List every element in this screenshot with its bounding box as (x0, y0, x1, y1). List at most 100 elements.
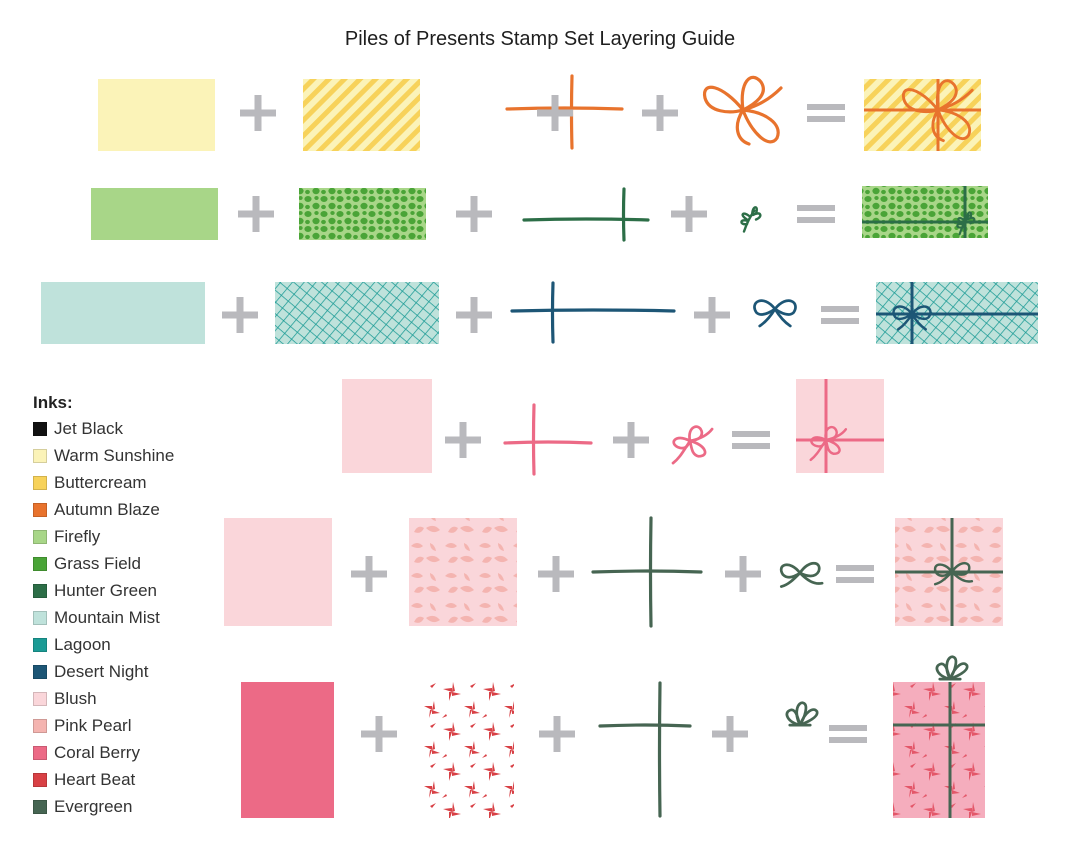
equals-sign (836, 565, 874, 583)
base-stamp (241, 682, 334, 818)
ink-item: Firefly (33, 523, 174, 550)
ink-swatch (33, 421, 47, 436)
pattern-stamp (303, 79, 420, 151)
bow-stamp (892, 305, 932, 331)
finished-present (895, 518, 1003, 626)
ink-name: Buttercream (54, 472, 147, 492)
ribbon-stamp (503, 403, 593, 476)
plus-sign (671, 196, 707, 232)
finished-present (796, 379, 884, 473)
ink-name: Autumn Blaze (54, 499, 160, 519)
ink-name: Evergreen (54, 796, 133, 816)
ink-item: Autumn Blaze (33, 496, 174, 523)
bow-stamp (740, 206, 762, 233)
equals-sign (732, 431, 770, 449)
base-stamp (41, 282, 205, 344)
ribbon-stamp (522, 187, 650, 242)
ink-name: Heart Beat (54, 769, 136, 789)
base-stamp (98, 79, 215, 151)
ink-item: Desert Night (33, 658, 174, 685)
ink-swatch (33, 799, 47, 814)
base-stamp (91, 188, 218, 240)
pattern-stamp (409, 518, 517, 626)
ink-swatch (33, 448, 47, 463)
plus-sign (456, 297, 492, 333)
page-title: Piles of Presents Stamp Set Layering Gui… (344, 28, 736, 50)
ink-swatch (33, 637, 47, 652)
ink-name: Desert Night (54, 661, 149, 681)
base-stamp (224, 518, 332, 626)
plus-sign (642, 95, 678, 131)
ribbon-stamp (510, 281, 676, 344)
ribbon-stamp (598, 681, 692, 818)
ink-item: Coral Berry (33, 739, 174, 766)
plus-sign (240, 95, 276, 131)
ribbon-stamp (591, 516, 703, 628)
ink-item: Grass Field (33, 550, 174, 577)
plus-sign (445, 422, 481, 458)
finished-present (893, 682, 985, 818)
ink-name: Mountain Mist (54, 607, 160, 627)
bow-stamp (753, 299, 797, 328)
ink-name: Grass Field (54, 553, 141, 573)
ink-name: Lagoon (54, 634, 111, 654)
ink-swatch (33, 556, 47, 571)
ink-item: Evergreen (33, 793, 174, 820)
ink-item: Lagoon (33, 631, 174, 658)
finished-present (864, 79, 981, 151)
ink-item: Mountain Mist (33, 604, 174, 631)
bow-stamp (702, 75, 783, 146)
ink-item: Heart Beat (33, 766, 174, 793)
plus-sign (537, 95, 573, 131)
ink-name: Coral Berry (54, 742, 140, 762)
bow-stamp (785, 701, 819, 727)
ink-item: Buttercream (33, 469, 174, 496)
equals-sign (797, 205, 835, 223)
plus-sign (539, 716, 575, 752)
ink-swatch (33, 745, 47, 760)
plus-sign (456, 196, 492, 232)
plus-sign (222, 297, 258, 333)
bow-stamp (809, 425, 848, 462)
ink-swatch (33, 691, 47, 706)
equals-sign (807, 104, 845, 122)
ink-name: Jet Black (54, 418, 123, 438)
pattern-stamp (275, 282, 439, 344)
ink-legend: Inks: Jet Black Warm Sunshine Buttercream A… (33, 393, 174, 820)
ink-item: Warm Sunshine (33, 442, 174, 469)
bow-stamp (671, 425, 714, 465)
ink-list: Jet Black Warm Sunshine Buttercream Autumn … (33, 415, 174, 820)
ink-swatch (33, 529, 47, 544)
equals-sign (821, 306, 859, 324)
ink-swatch (33, 772, 47, 787)
ink-swatch (33, 502, 47, 517)
bow-stamp (933, 561, 974, 586)
ink-item: Hunter Green (33, 577, 174, 604)
ink-item: Pink Pearl (33, 712, 174, 739)
ink-name: Hunter Green (54, 580, 157, 600)
plus-sign (351, 556, 387, 592)
pattern-stamp (421, 682, 514, 818)
ink-name: Pink Pearl (54, 715, 132, 735)
ink-swatch (33, 718, 47, 733)
ink-item: Blush (33, 685, 174, 712)
ink-item: Jet Black (33, 415, 174, 442)
ink-name: Warm Sunshine (54, 445, 175, 465)
plus-sign (712, 716, 748, 752)
pattern-stamp (299, 188, 426, 240)
legend-heading: Inks: (33, 393, 73, 412)
finished-present (876, 282, 1038, 344)
bow-stamp (956, 211, 976, 236)
plus-sign (361, 716, 397, 752)
equals-sign (829, 725, 867, 743)
plus-sign (725, 556, 761, 592)
plus-sign (238, 196, 274, 232)
ink-name: Firefly (54, 526, 101, 546)
ink-swatch (33, 583, 47, 598)
finished-present (862, 186, 988, 238)
ink-swatch (33, 664, 47, 679)
plus-sign (538, 556, 574, 592)
plus-sign (694, 297, 730, 333)
bow-stamp (935, 655, 969, 681)
